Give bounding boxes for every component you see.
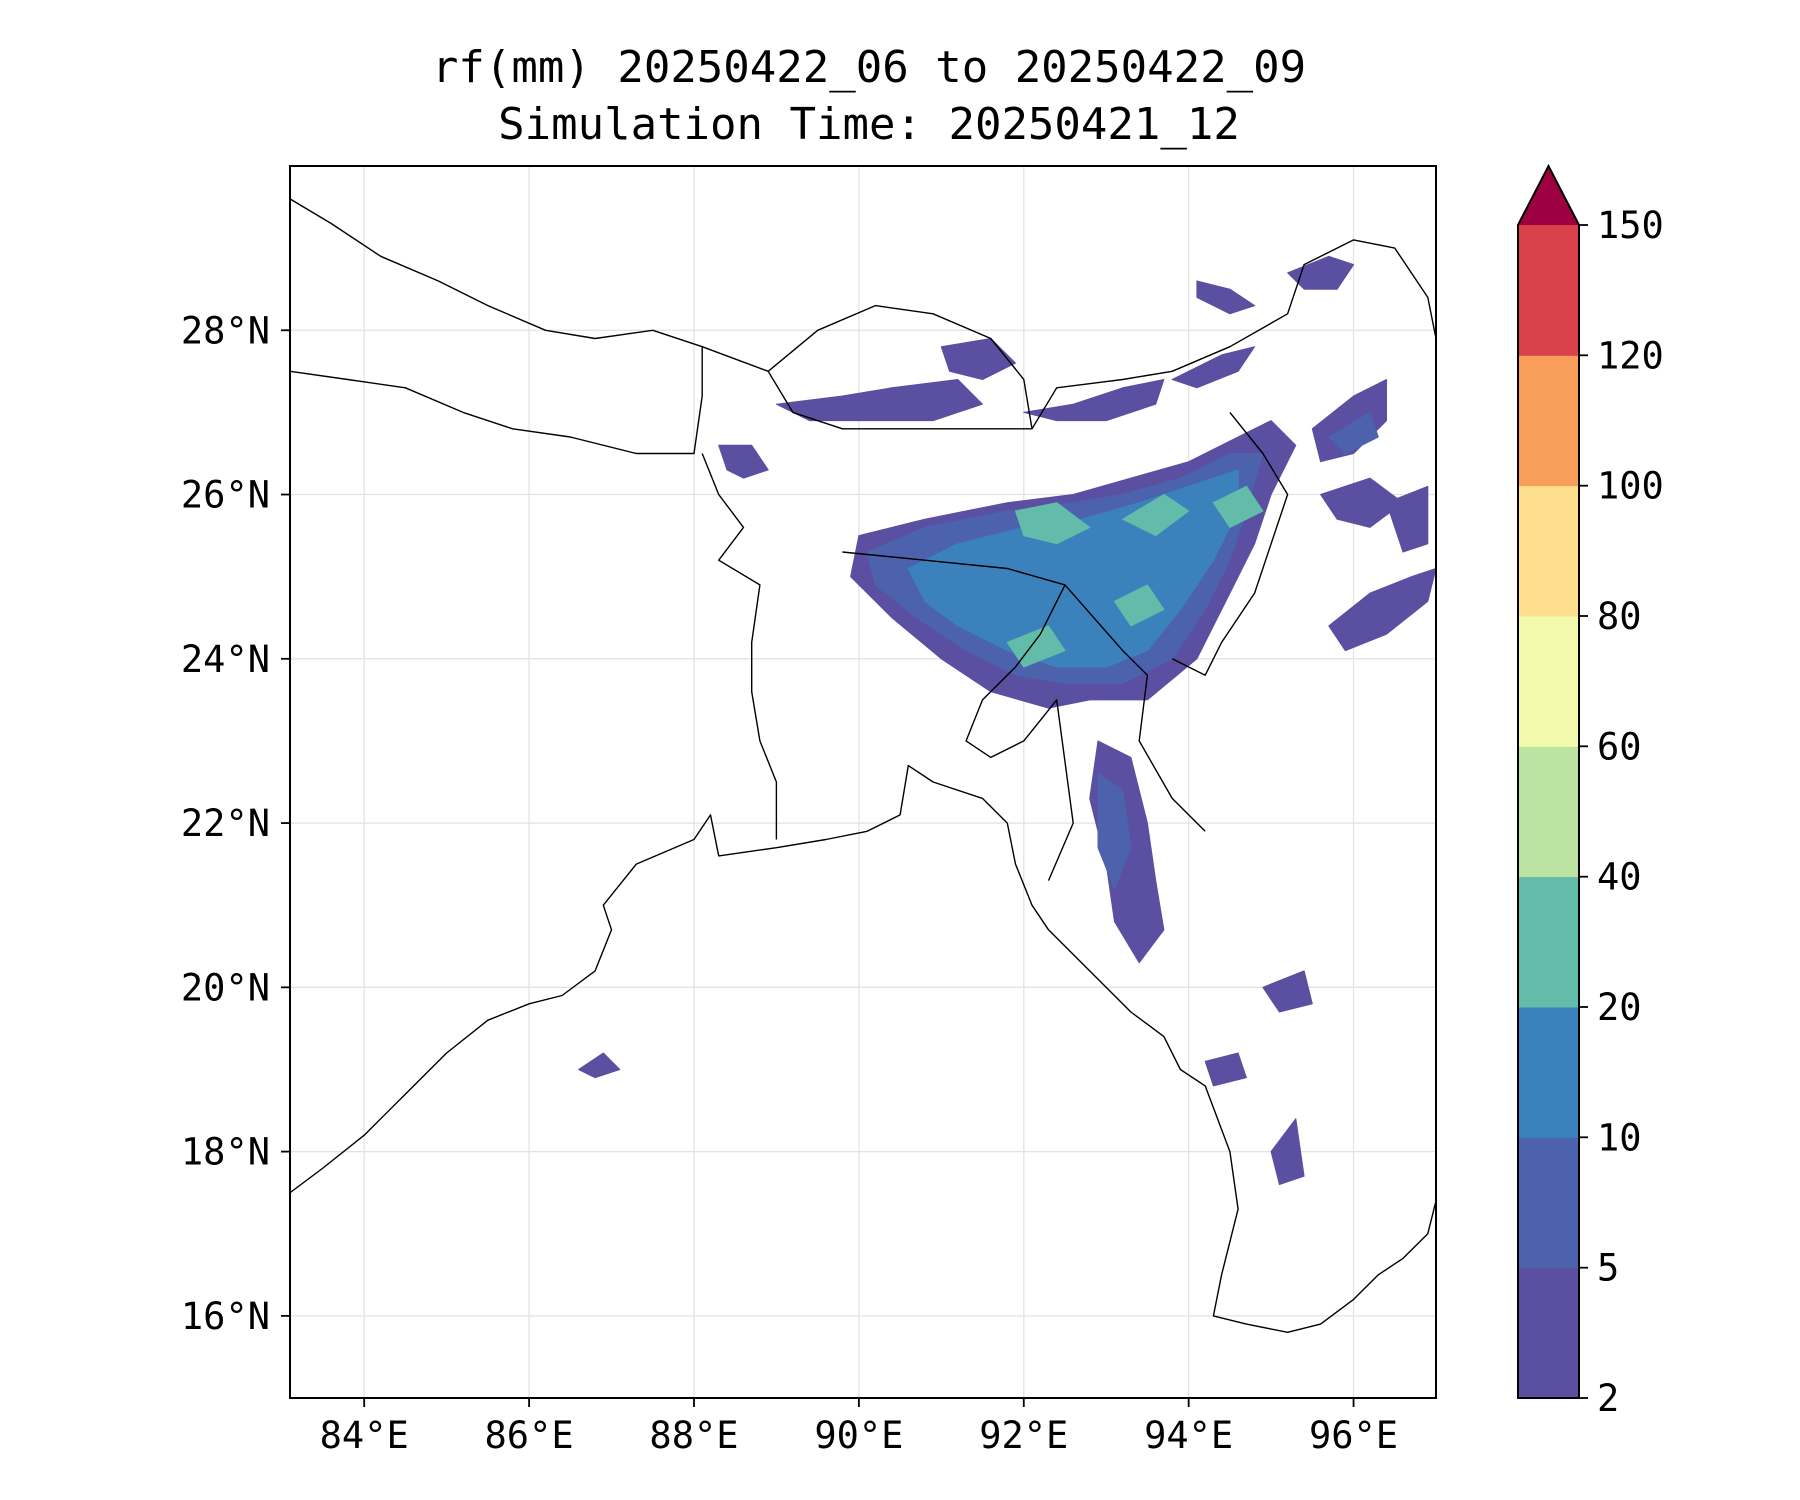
colorbar-outline bbox=[1517, 163, 1580, 1399]
colorbar-bin bbox=[1518, 876, 1579, 1008]
rainfall-patch bbox=[1204, 1052, 1247, 1087]
colorbar-tick-label: 5 bbox=[1597, 1247, 1619, 1290]
country-border bbox=[1064, 584, 1206, 832]
gridlines bbox=[290, 166, 1436, 1398]
longitude-axis: 84°E 86°E 88°E 90°E 92°E 94°E 96°E bbox=[320, 1398, 1398, 1457]
colorbar-bin bbox=[1518, 746, 1579, 878]
colorbar-tick-label: 40 bbox=[1597, 856, 1642, 899]
lon-tick-label: 96°E bbox=[1309, 1414, 1398, 1457]
colorbar-tick-label: 10 bbox=[1597, 1116, 1642, 1159]
latitude-axis: 16°N 18°N 20°N 22°N 24°N 26°N 28°N bbox=[181, 309, 290, 1338]
colorbar-tick-label: 20 bbox=[1597, 986, 1642, 1029]
rainfall-patch bbox=[1212, 485, 1264, 528]
lat-tick-label: 26°N bbox=[181, 474, 270, 517]
colorbar-bin bbox=[1518, 616, 1579, 747]
colorbar-tick-label: 150 bbox=[1597, 204, 1664, 247]
colorbar-tick-label: 120 bbox=[1597, 334, 1664, 377]
colorbar-bin bbox=[1518, 225, 1579, 356]
rainfall-patch bbox=[1015, 502, 1091, 545]
colorbar-bin bbox=[1518, 1007, 1579, 1138]
rainfall-patch bbox=[1122, 494, 1190, 537]
rainfall-patch bbox=[578, 1052, 621, 1079]
colorbar-tick-label: 100 bbox=[1597, 465, 1664, 508]
rainfall-patch bbox=[1270, 1118, 1305, 1185]
colorbar-tick-label: 2 bbox=[1597, 1377, 1619, 1420]
country-border bbox=[701, 453, 778, 840]
colorbar: 2 5 10 20 40 60 80 100 120 150 bbox=[1517, 163, 1664, 1420]
map-title-line-1: rf(mm) 20250422_06 to 20250422_09 bbox=[432, 42, 1306, 93]
lon-tick-label: 92°E bbox=[979, 1414, 1068, 1457]
rainfall-patch bbox=[775, 379, 983, 422]
rainfall-patch bbox=[1386, 485, 1429, 553]
rainfall-patch bbox=[1023, 379, 1165, 422]
country-border bbox=[290, 198, 703, 348]
country-border bbox=[290, 304, 1033, 455]
rainfall-patch bbox=[940, 338, 1016, 380]
rainfall-patch bbox=[1097, 773, 1132, 890]
lat-tick-label: 22°N bbox=[181, 802, 270, 845]
lat-tick-label: 18°N bbox=[181, 1131, 270, 1174]
coastline bbox=[290, 764, 1436, 1334]
lon-tick-label: 94°E bbox=[1144, 1414, 1233, 1457]
colorbar-bin bbox=[1518, 485, 1579, 617]
colorbar-bin bbox=[1518, 1137, 1579, 1269]
colorbar-bin bbox=[1518, 1267, 1579, 1399]
rainfall-patch bbox=[1171, 346, 1256, 389]
map-title-line-2: Simulation Time: 20250421_12 bbox=[498, 99, 1240, 150]
colorbar-extend-arrow bbox=[1518, 166, 1579, 225]
country-border bbox=[1031, 239, 1436, 430]
country-border bbox=[1171, 411, 1289, 676]
geographic-outlines bbox=[290, 198, 1436, 1334]
colorbar-bin bbox=[1518, 355, 1579, 487]
country-border bbox=[842, 551, 1074, 881]
lon-tick-label: 84°E bbox=[320, 1414, 409, 1457]
rainfall-patch bbox=[1328, 411, 1379, 454]
rainfall-patch bbox=[1311, 379, 1387, 463]
lat-tick-label: 16°N bbox=[181, 1295, 270, 1338]
rainfall-patch bbox=[718, 444, 769, 479]
lon-tick-label: 90°E bbox=[814, 1414, 903, 1457]
rainfall-patch bbox=[1287, 255, 1355, 290]
lat-tick-label: 20°N bbox=[181, 966, 270, 1009]
map-frame bbox=[289, 165, 1437, 1399]
colorbar-tick-label: 60 bbox=[1597, 725, 1642, 768]
map-area: 84°E 86°E 88°E 90°E 92°E 94°E 96°E 16°N 18°N 20°… bbox=[181, 165, 1437, 1457]
rainfall-patch bbox=[1320, 477, 1404, 528]
lon-tick-label: 86°E bbox=[485, 1414, 574, 1457]
lat-tick-label: 24°N bbox=[181, 638, 270, 681]
rainfall-patch bbox=[1328, 568, 1436, 652]
rainfall-patch bbox=[1114, 584, 1165, 627]
rainfall-patch bbox=[1196, 280, 1256, 315]
rainfall-shading bbox=[578, 255, 1436, 1185]
rainfall-patch bbox=[1006, 625, 1066, 668]
rainfall-patch bbox=[1262, 970, 1313, 1013]
lat-tick-label: 28°N bbox=[181, 309, 270, 352]
colorbar-tick-label: 80 bbox=[1597, 595, 1642, 638]
lon-tick-label: 88°E bbox=[649, 1414, 738, 1457]
